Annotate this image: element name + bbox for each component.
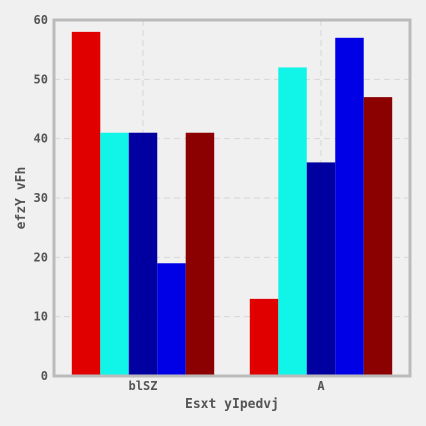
- y-tick-label: 60: [34, 13, 48, 27]
- bar: [307, 162, 335, 376]
- bar: [364, 97, 392, 376]
- bar: [335, 38, 363, 376]
- bar: [100, 133, 128, 376]
- y-axis-ticks: 0 10 20 30 40 50 60: [34, 13, 48, 383]
- bar: [278, 67, 306, 376]
- bar: [250, 299, 278, 376]
- bar: [157, 263, 185, 376]
- x-axis-ticks: blSZ A: [129, 379, 326, 393]
- bar: [72, 32, 100, 376]
- y-tick-label: 20: [34, 250, 48, 264]
- y-tick-label: 50: [34, 72, 48, 86]
- y-tick-label: 0: [41, 369, 48, 383]
- x-tick-label: A: [317, 379, 325, 393]
- x-axis-label: Esxt yIpedvj: [185, 397, 279, 412]
- bar: [186, 133, 214, 376]
- y-axis-label: efzY vFh: [14, 167, 29, 230]
- x-tick-label: blSZ: [129, 379, 158, 393]
- y-tick-label: 40: [34, 132, 48, 146]
- y-tick-label: 30: [34, 191, 48, 205]
- y-tick-label: 10: [34, 310, 48, 324]
- bar: [129, 133, 157, 376]
